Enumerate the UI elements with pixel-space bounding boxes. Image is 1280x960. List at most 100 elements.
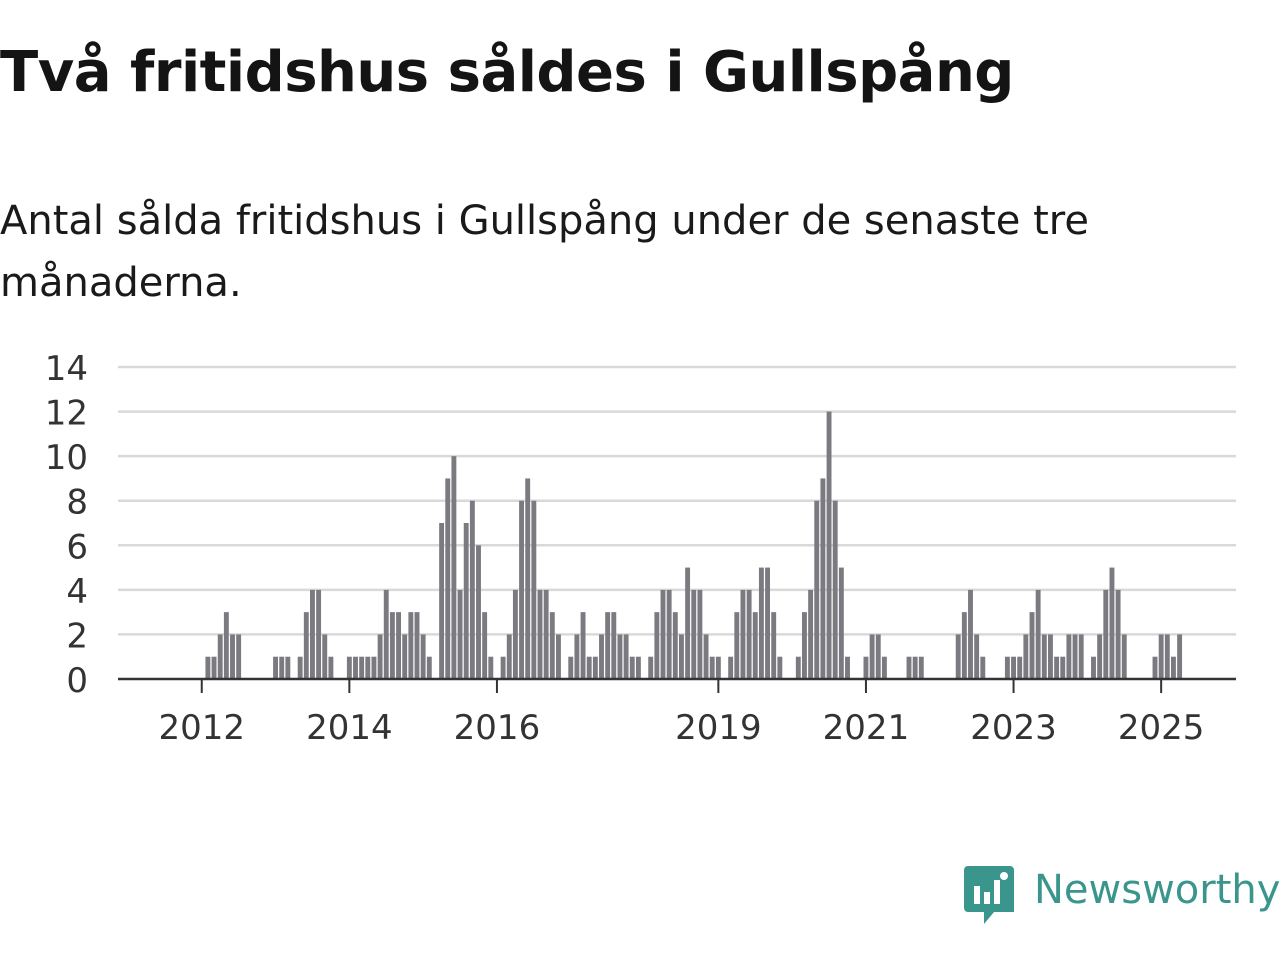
bar bbox=[592, 656, 598, 679]
bar bbox=[777, 656, 783, 679]
y-tick-label: 10 bbox=[45, 438, 88, 478]
bar bbox=[832, 500, 838, 679]
bar bbox=[556, 634, 561, 679]
bar bbox=[396, 612, 401, 679]
grid-lines bbox=[118, 365, 1236, 636]
bar bbox=[1054, 656, 1060, 679]
bar bbox=[685, 567, 691, 679]
bar bbox=[273, 656, 278, 679]
bar bbox=[512, 589, 518, 679]
bar bbox=[869, 634, 875, 679]
bar bbox=[310, 589, 315, 679]
bar bbox=[1041, 634, 1047, 679]
bar bbox=[980, 656, 986, 679]
bar bbox=[814, 500, 820, 679]
bar bbox=[1078, 634, 1084, 679]
bar bbox=[445, 478, 451, 679]
bar bbox=[691, 589, 697, 679]
bar bbox=[1035, 589, 1041, 679]
bar bbox=[875, 634, 881, 679]
x-tick-label: 2014 bbox=[306, 708, 393, 748]
bar bbox=[525, 478, 531, 679]
bar bbox=[1072, 634, 1078, 679]
bar bbox=[863, 656, 869, 679]
bar bbox=[802, 612, 807, 679]
bar bbox=[660, 589, 666, 679]
annotations: 2 bbox=[1176, 340, 1195, 348]
y-tick-label: 8 bbox=[66, 483, 88, 523]
bar bbox=[402, 634, 408, 679]
bar bbox=[1017, 656, 1023, 679]
bar bbox=[1171, 656, 1176, 679]
bar bbox=[746, 589, 752, 679]
bar bbox=[845, 656, 850, 679]
bar bbox=[469, 500, 475, 679]
x-tick-label: 2019 bbox=[675, 708, 762, 748]
bar bbox=[482, 612, 488, 679]
bar bbox=[1023, 634, 1029, 679]
bar bbox=[1109, 567, 1115, 679]
x-tick-label: 2023 bbox=[970, 708, 1057, 748]
chart-title: Två fritidshus såldes i Gullspång bbox=[0, 40, 1014, 105]
bar bbox=[439, 523, 445, 679]
bar bbox=[408, 612, 414, 679]
bar bbox=[1097, 634, 1103, 679]
bar bbox=[549, 612, 555, 679]
bar bbox=[1164, 634, 1170, 679]
bar bbox=[1060, 656, 1066, 679]
bar bbox=[457, 589, 463, 679]
bar bbox=[371, 656, 377, 679]
bar bbox=[476, 545, 481, 679]
bar bbox=[617, 634, 623, 679]
bar bbox=[648, 656, 654, 679]
bar bbox=[285, 656, 291, 679]
bar bbox=[709, 656, 715, 679]
bar bbox=[580, 612, 586, 679]
bar bbox=[1004, 656, 1010, 679]
bar bbox=[697, 589, 703, 679]
x-tick-label: 2021 bbox=[823, 708, 910, 748]
bar bbox=[574, 634, 580, 679]
bar bbox=[715, 656, 721, 679]
bar bbox=[389, 612, 395, 679]
bar bbox=[912, 656, 918, 679]
bar bbox=[519, 500, 524, 679]
bar bbox=[728, 656, 734, 679]
bar bbox=[531, 500, 537, 679]
newsworthy-logo-text: Newsworthy bbox=[1034, 867, 1280, 913]
bar bbox=[414, 612, 420, 679]
bar bbox=[1103, 589, 1109, 679]
y-tick-label: 6 bbox=[66, 527, 88, 567]
bar bbox=[346, 656, 352, 679]
bar bbox=[654, 612, 660, 679]
bar bbox=[679, 634, 684, 679]
x-axis: 2012 2014 2016 2019 2021 2023 2025 bbox=[118, 677, 1236, 748]
bar bbox=[500, 656, 506, 679]
bar bbox=[918, 656, 924, 679]
bar bbox=[961, 612, 967, 679]
bar bbox=[297, 656, 303, 679]
bar bbox=[771, 612, 777, 679]
bar bbox=[365, 656, 371, 679]
bar bbox=[1091, 656, 1096, 679]
bar bbox=[968, 589, 973, 679]
newsworthy-logo: Newsworthy bbox=[964, 864, 1280, 928]
bar bbox=[974, 634, 980, 679]
y-tick-label: 0 bbox=[66, 661, 88, 701]
bar bbox=[605, 612, 611, 679]
bar bbox=[223, 612, 229, 679]
highlight-value-label: 2 bbox=[1176, 340, 1195, 348]
bar bbox=[666, 589, 672, 679]
bar bbox=[1177, 634, 1183, 679]
bar bbox=[230, 634, 235, 679]
bar bbox=[752, 612, 758, 679]
bar bbox=[1158, 634, 1164, 679]
bar bbox=[586, 656, 592, 679]
bar bbox=[734, 612, 740, 679]
x-tick-label: 2016 bbox=[454, 708, 541, 748]
bar bbox=[838, 567, 844, 679]
bar bbox=[1048, 634, 1053, 679]
bar bbox=[543, 589, 549, 679]
bars bbox=[205, 411, 1183, 679]
